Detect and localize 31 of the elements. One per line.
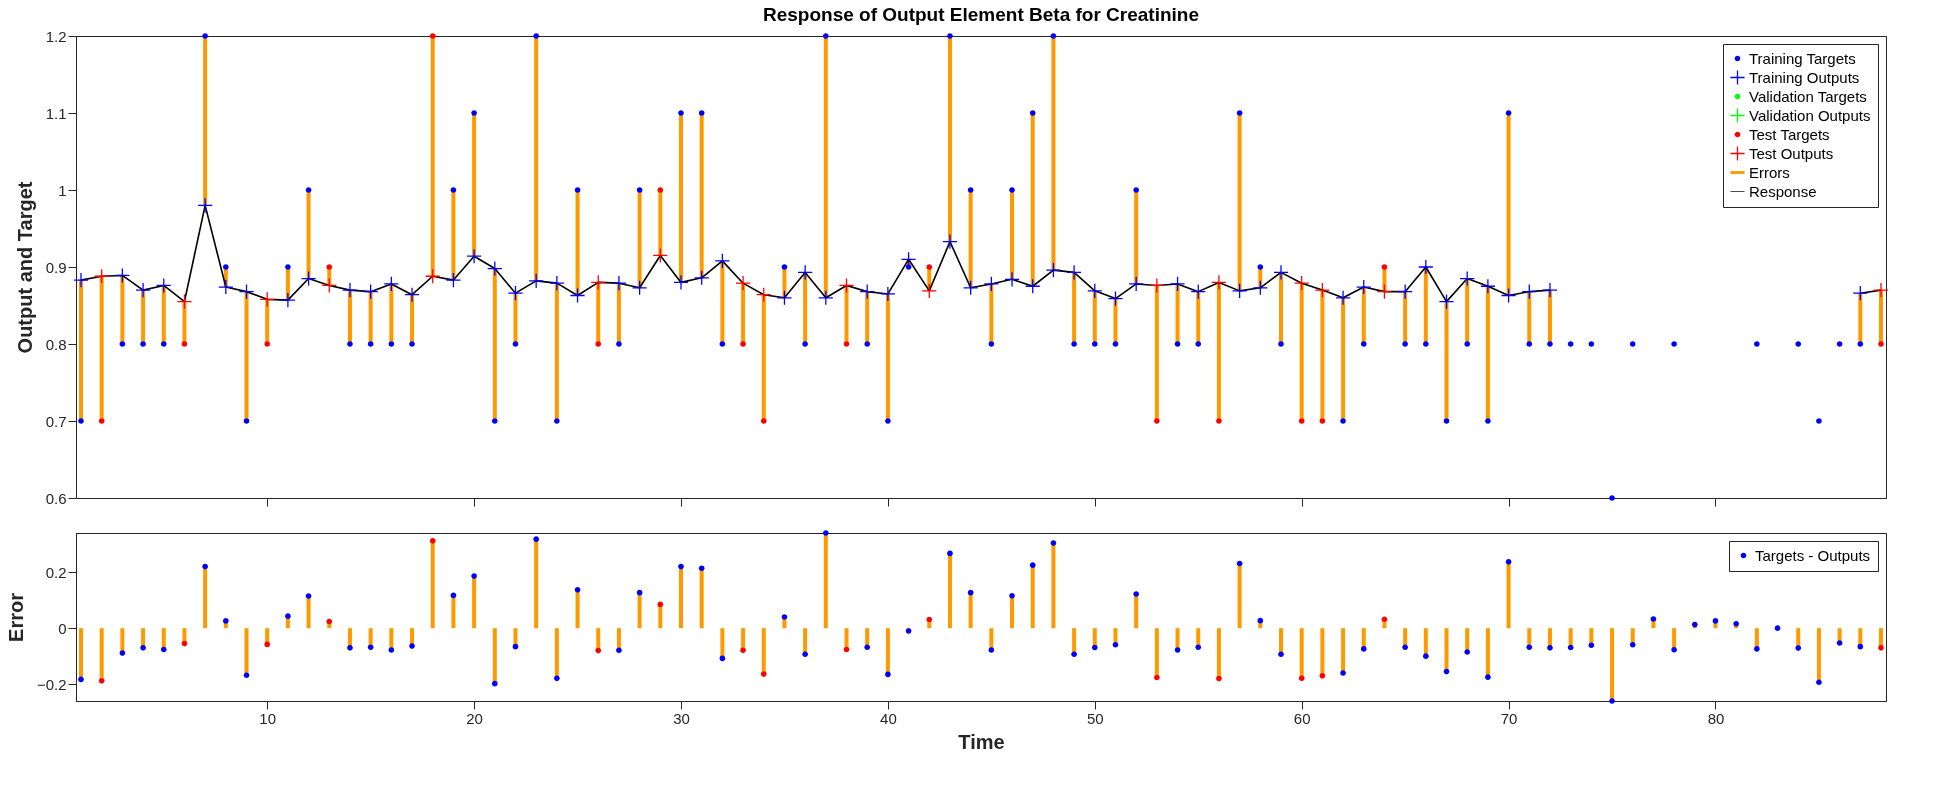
y-tick-label: 1.1	[45, 104, 67, 122]
x-tick-label: 20	[466, 709, 483, 727]
y-axis-title: Output and Target	[13, 181, 36, 354]
x-tick-label: 80	[1707, 709, 1725, 727]
y-tick-label: 0	[58, 619, 67, 637]
x-axis-title: Time	[958, 730, 1005, 753]
x-tick-label: 30	[673, 709, 690, 727]
y-tick-label: 0.8	[45, 335, 67, 353]
x-tick-label: 50	[1086, 709, 1104, 727]
y-tick-label: 1.2	[45, 27, 67, 45]
legend-label: Training Outputs	[1749, 68, 1860, 86]
legend-label: Training Targets	[1749, 49, 1856, 67]
legend-label: Test Outputs	[1749, 144, 1834, 162]
legend-label: Response	[1749, 182, 1817, 200]
y-axis-title: Error	[4, 592, 27, 642]
legend-label: Errors	[1749, 163, 1790, 181]
legend-label: Targets - Outputs	[1755, 546, 1871, 564]
y-tick-label: 0.6	[45, 489, 67, 507]
legend-label: Validation Outputs	[1749, 106, 1871, 124]
chart-title: Response of Output Element Beta for Creatinine	[763, 4, 1199, 25]
x-tick-label: 10	[259, 709, 277, 727]
y-tick-label: 0.2	[45, 563, 67, 581]
y-tick-label: −0.2	[36, 675, 67, 693]
x-tick-label: 60	[1293, 709, 1311, 727]
y-tick-label: 0.9	[45, 258, 67, 276]
x-tick-label: 70	[1500, 709, 1518, 727]
y-tick-label: 1	[58, 181, 67, 199]
x-tick-label: 40	[880, 709, 897, 727]
y-tick-label: 0.7	[45, 412, 67, 430]
legend-label: Validation Targets	[1749, 87, 1867, 105]
legend-label: Test Targets	[1749, 125, 1830, 143]
